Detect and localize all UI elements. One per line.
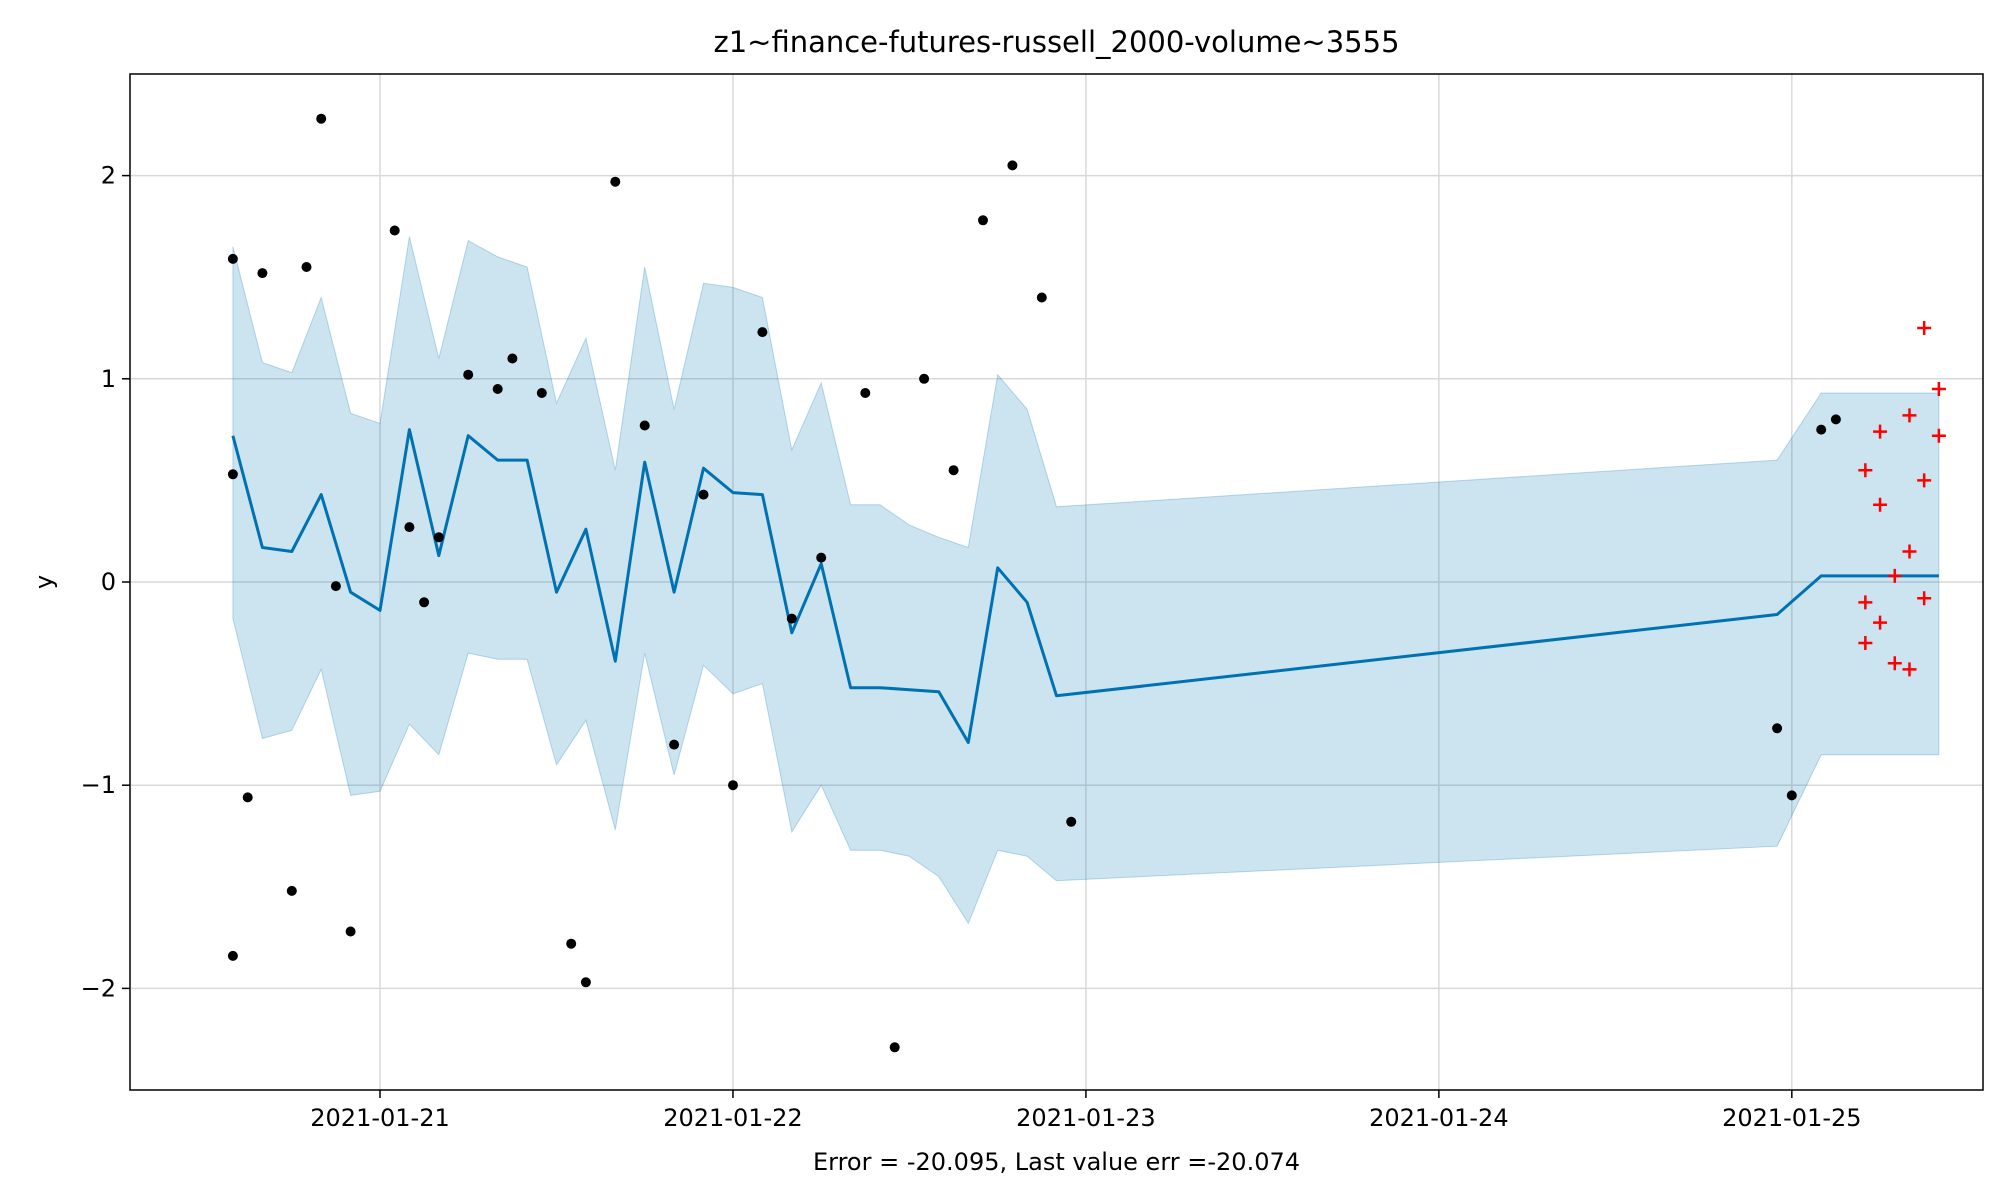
future-point: [1931, 381, 1946, 396]
observed-point: [698, 489, 709, 500]
observed-point: [286, 885, 297, 896]
future-point: [1917, 473, 1932, 488]
future-point: [1917, 591, 1932, 606]
future-point: [1858, 635, 1873, 650]
forecast-line-layer: [231, 428, 1939, 744]
observed-point: [257, 268, 268, 279]
observed-point: [1830, 414, 1841, 425]
observed-point: [1036, 292, 1047, 303]
observed-point: [948, 465, 959, 476]
observed-point: [580, 977, 591, 988]
observed-point: [757, 327, 768, 338]
y-tick-label: 2: [101, 162, 116, 190]
y-axis-ticks: −2 −1 0 1 2: [81, 162, 130, 1002]
future-point: [1902, 408, 1917, 423]
future-point: [1917, 321, 1932, 335]
future-point: [1858, 595, 1873, 610]
y-axis-label: y: [30, 575, 58, 589]
observed-point: [330, 581, 341, 592]
observed-point: [639, 420, 650, 431]
future-point: [1887, 656, 1902, 671]
observed-points-layer: [227, 113, 1841, 1053]
observed-point: [536, 388, 547, 398]
observed-point: [463, 369, 474, 380]
future-point: [1873, 424, 1888, 439]
observed-point: [978, 215, 988, 226]
x-tick-label: 2021-01-22: [663, 1104, 802, 1132]
observed-point: [610, 176, 621, 187]
x-tick-label: 2021-01-25: [1722, 1104, 1861, 1132]
chart-title: z1~finance-futures-russell_2000-volume~3…: [713, 25, 1399, 59]
observed-point: [1772, 723, 1783, 734]
observed-point: [566, 938, 577, 949]
observed-point: [1816, 424, 1827, 435]
observed-point: [728, 780, 738, 791]
x-axis-ticks: 2021-01-21 2021-01-22 2021-01-23 2021-01-24…: [310, 1090, 1862, 1132]
y-tick-label: 0: [101, 568, 116, 596]
future-point: [1902, 544, 1917, 559]
observed-point: [227, 950, 238, 961]
forecast-line: [231, 428, 1939, 744]
observed-point: [433, 532, 444, 543]
y-tick-label: 1: [101, 365, 116, 393]
future-point: [1887, 568, 1902, 583]
observed-point: [816, 552, 827, 563]
observed-point: [1786, 790, 1797, 801]
observed-point: [389, 225, 400, 236]
observed-point: [492, 384, 503, 394]
observed-point: [404, 522, 415, 533]
observed-point: [1007, 160, 1018, 171]
observed-point: [345, 926, 356, 937]
x-tick-label: 2021-01-23: [1016, 1104, 1155, 1132]
future-point: [1902, 662, 1917, 677]
observed-point: [919, 373, 930, 384]
future-point: [1858, 463, 1873, 478]
observed-point: [786, 613, 797, 624]
observed-point: [669, 739, 680, 750]
observed-point: [419, 597, 430, 608]
observed-point: [316, 113, 327, 124]
observed-point: [1066, 816, 1077, 827]
observed-point: [301, 262, 312, 272]
observed-point: [242, 792, 253, 803]
observed-point: [227, 469, 238, 480]
future-point: [1931, 428, 1946, 443]
future-points-layer: [1858, 321, 1946, 677]
y-tick-label: −1: [81, 771, 116, 799]
y-tick-label: −2: [81, 974, 116, 1002]
observed-point: [860, 388, 871, 398]
uncertainty-band: [232, 236, 1940, 925]
observed-point: [507, 353, 518, 364]
future-point: [1873, 615, 1888, 630]
x-tick-label: 2021-01-21: [310, 1104, 449, 1132]
future-point: [1873, 497, 1888, 512]
x-tick-label: 2021-01-24: [1369, 1104, 1508, 1132]
uncertainty-band-layer: [232, 236, 1940, 925]
observed-point: [889, 1042, 900, 1053]
observed-point: [227, 253, 238, 264]
error-summary-label: Error = -20.095, Last value err =-20.074: [813, 1148, 1300, 1176]
grid-lines: [130, 74, 1983, 1090]
